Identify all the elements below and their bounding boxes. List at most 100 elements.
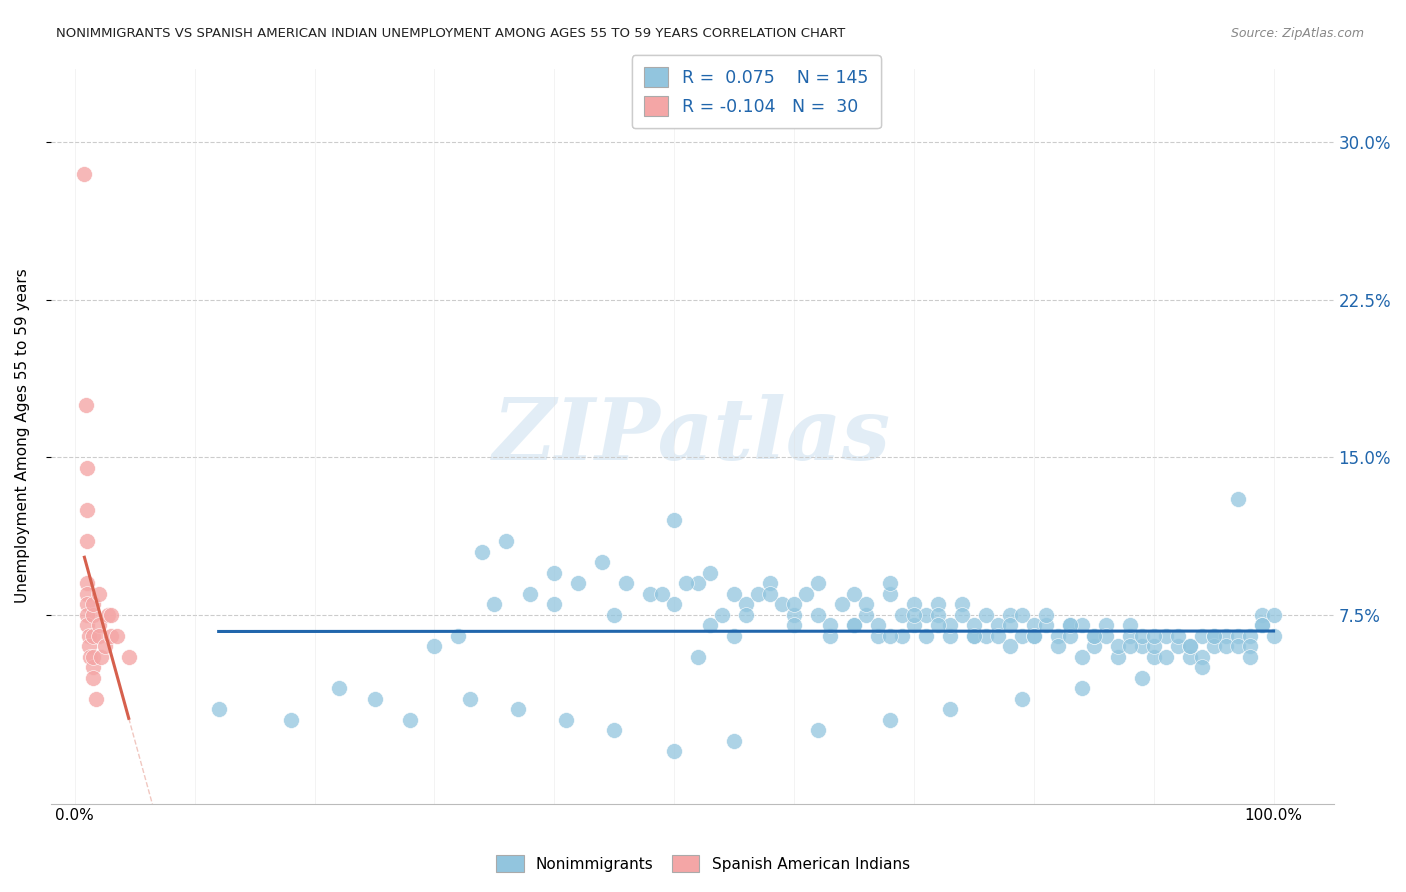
Point [1130,671,1153,685]
Point [328,681,350,695]
Point [783,618,806,632]
Point [82,597,104,611]
Point [1059,618,1081,632]
Point [1094,618,1116,632]
Point [105,629,128,643]
Point [866,618,889,632]
Point [1215,629,1237,643]
Point [1191,660,1213,674]
Point [591,555,613,569]
Point [939,629,962,643]
Point [1154,649,1177,664]
Point [73,167,96,181]
Point [208,702,231,716]
Point [423,639,446,653]
Text: NONIMMIGRANTS VS SPANISH AMERICAN INDIAN UNEMPLOYMENT AMONG AGES 55 TO 59 YEARS : NONIMMIGRANTS VS SPANISH AMERICAN INDIAN… [56,27,845,40]
Point [399,713,422,727]
Point [82,649,104,664]
Point [688,649,710,664]
Point [891,607,914,622]
Point [664,597,686,611]
Point [974,629,997,643]
Point [688,576,710,591]
Point [555,713,578,727]
Point [1178,639,1201,653]
Point [76,607,98,622]
Point [1046,639,1069,653]
Point [76,460,98,475]
Point [82,660,104,674]
Point [963,618,986,632]
Point [1143,649,1166,664]
Point [927,607,949,622]
Point [1143,629,1166,643]
Point [1202,639,1225,653]
Point [723,629,745,643]
Point [97,607,120,622]
Point [460,691,482,706]
Point [508,702,530,716]
Point [998,618,1021,632]
Point [1107,639,1129,653]
Point [963,629,986,643]
Point [1263,629,1285,643]
Point [735,607,758,622]
Point [855,597,877,611]
Point [1070,681,1092,695]
Point [711,607,734,622]
Point [939,702,962,716]
Point [86,691,108,706]
Point [783,597,806,611]
Point [1119,618,1142,632]
Point [1250,618,1272,632]
Point [1143,639,1166,653]
Point [1154,629,1177,643]
Point [1011,691,1033,706]
Point [363,691,385,706]
Point [1215,639,1237,653]
Point [974,607,997,622]
Point [1167,629,1189,643]
Point [1022,629,1045,643]
Point [1083,639,1105,653]
Point [1083,629,1105,643]
Point [927,618,949,632]
Point [807,607,830,622]
Point [998,607,1021,622]
Point [1022,618,1045,632]
Point [664,744,686,758]
Point [603,607,626,622]
Point [842,618,865,632]
Point [1130,639,1153,653]
Point [638,586,661,600]
Point [1083,629,1105,643]
Point [1035,618,1057,632]
Point [100,629,122,643]
Point [1178,649,1201,664]
Point [699,566,721,580]
Point [76,597,98,611]
Point [879,576,901,591]
Point [1202,629,1225,643]
Point [651,586,673,600]
Point [963,629,986,643]
Point [543,597,565,611]
Point [903,607,925,622]
Point [94,639,117,653]
Point [1094,629,1116,643]
Point [1011,629,1033,643]
Point [76,586,98,600]
Point [818,629,841,643]
Text: Source: ZipAtlas.com: Source: ZipAtlas.com [1230,27,1364,40]
Point [495,534,517,549]
Point [842,618,865,632]
Point [818,618,841,632]
Point [1226,639,1249,653]
Point [1130,629,1153,643]
Point [950,597,973,611]
Point [950,607,973,622]
Point [1239,639,1261,653]
Point [1239,649,1261,664]
Point [603,723,626,738]
Point [1119,629,1142,643]
